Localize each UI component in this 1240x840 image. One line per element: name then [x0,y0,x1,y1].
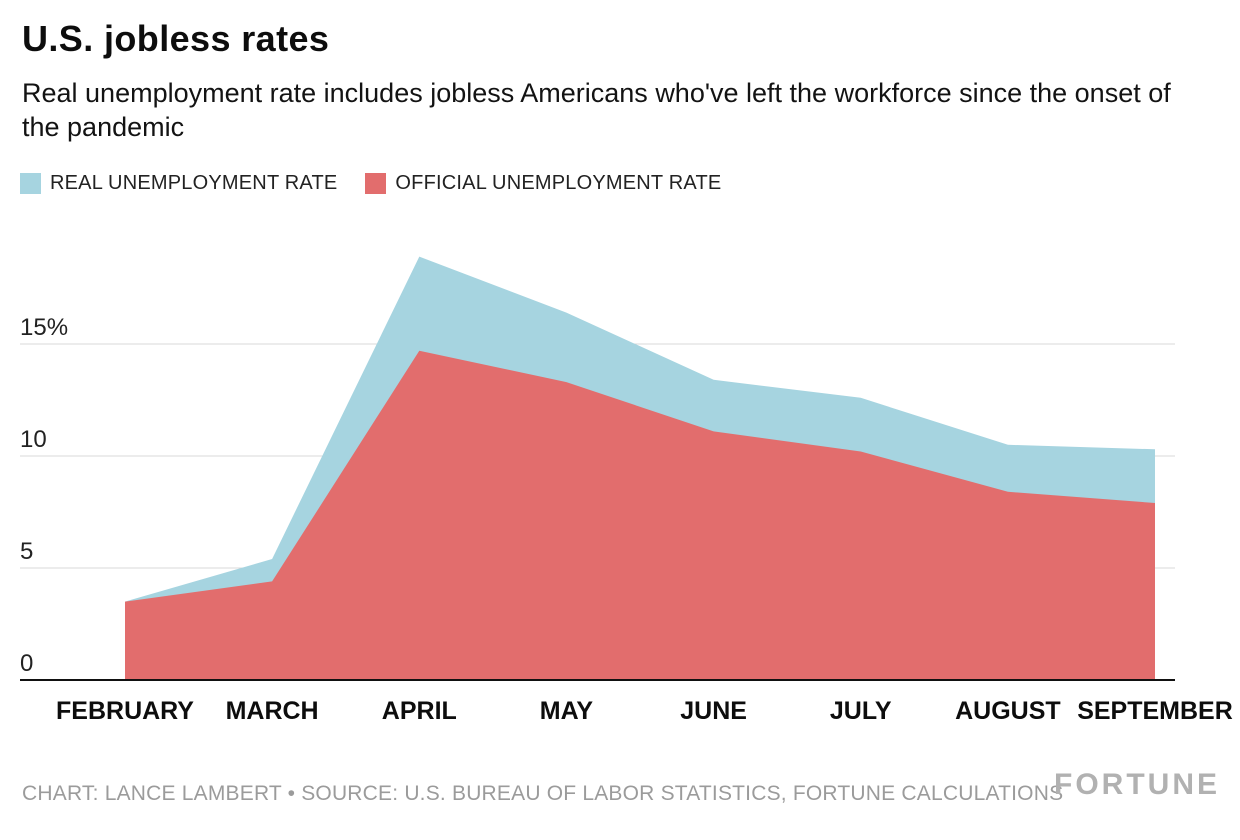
chart-title: U.S. jobless rates [22,18,330,59]
legend-swatch-official [365,173,387,194]
jobless-area-chart: 0 5 10 15% FEBRUARY MARCH APRIL MAY JUNE JULY AUGU… [20,256,1233,725]
y-tick-label: 15% [20,314,68,341]
credit-line: CHART: LANCE LAMBERT • SOURCE: U.S. BURE… [22,782,1064,805]
legend-item-official: OFFICIAL UNEMPLOYMENT RATE [365,172,721,195]
x-axis-label: SEPTEMBER [1077,697,1233,725]
fortune-logo: FORTUNE [1054,768,1220,801]
x-axis-label: MAY [540,697,594,725]
x-axis-label: JULY [830,697,892,725]
legend-swatch-real [20,173,41,194]
chart-subtitle: Real unemployment rate includes jobless … [22,78,1171,142]
x-axis-label: APRIL [382,697,457,725]
x-axis-label: FEBRUARY [56,697,194,725]
y-tick-label: 0 [20,650,33,677]
legend-label-real: REAL UNEMPLOYMENT RATE [50,172,338,194]
x-axis-label: AUGUST [955,697,1061,725]
legend: REAL UNEMPLOYMENT RATE OFFICIAL UNEMPLOY… [20,172,721,195]
x-axis-label: MARCH [226,697,319,725]
legend-item-real: REAL UNEMPLOYMENT RATE [20,172,337,195]
legend-label-official: OFFICIAL UNEMPLOYMENT RATE [395,172,722,194]
y-tick-label: 5 [20,538,33,565]
y-tick-label: 10 [20,426,47,453]
x-axis-label: JUNE [680,697,747,725]
area-official-unemployment [125,350,1155,680]
